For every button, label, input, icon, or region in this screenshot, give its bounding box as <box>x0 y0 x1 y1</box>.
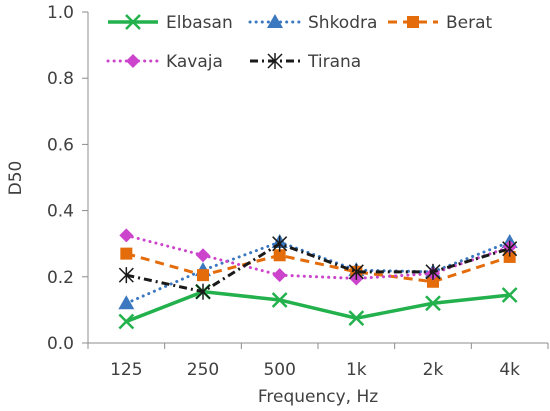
legend-item-kavaja: Kavaja <box>106 52 223 72</box>
legend-label-berat: Berat <box>446 13 493 33</box>
legend-label-tirana: Tirana <box>307 52 361 72</box>
series-elbasan <box>118 283 518 330</box>
data-point-berat <box>503 250 516 263</box>
series-line-berat <box>125 252 511 284</box>
series-layer <box>118 228 518 330</box>
legend-marker-kavaja <box>126 54 140 68</box>
data-point-berat <box>120 247 133 260</box>
data-point-kavaja <box>119 228 134 243</box>
data-point-elbasan <box>271 292 288 308</box>
y-tick-label: 1.0 <box>47 3 74 23</box>
legend-marker-elbasan <box>125 14 141 30</box>
x-tick-label: 2k <box>423 360 444 380</box>
data-point-elbasan <box>425 295 441 312</box>
series-line-tirana <box>126 242 511 294</box>
data-point-berat <box>197 269 209 282</box>
x-tick-label: 125 <box>110 360 142 380</box>
data-point-kavaja <box>272 268 287 283</box>
data-point-shkodra <box>118 295 135 310</box>
legend-item-tirana: Tirana <box>250 52 361 72</box>
data-point-elbasan <box>501 287 518 303</box>
legend-item-berat: Berat <box>388 13 493 33</box>
y-tick-label: 0.6 <box>47 135 74 155</box>
legend-marker-shkodra <box>267 14 283 28</box>
legend-marker-berat <box>407 16 419 28</box>
series-line-kavaja <box>124 233 512 280</box>
data-point-tirana <box>425 263 441 280</box>
data-point-elbasan <box>348 310 365 327</box>
y-tick-label: 0.4 <box>47 202 74 222</box>
series-line-elbasan <box>125 289 510 324</box>
data-point-berat <box>427 275 439 288</box>
y-axis-title: D50 <box>6 161 26 196</box>
x-axis-title: Frequency, Hz <box>258 387 378 407</box>
legend-marker-tirana <box>267 53 283 69</box>
legend-item-shkodra: Shkodra <box>248 13 377 33</box>
data-point-tirana <box>348 263 364 280</box>
legend-label-shkodra: Shkodra <box>308 13 377 33</box>
data-point-kavaja <box>196 248 210 263</box>
y-tick-label: 0.0 <box>47 334 74 354</box>
x-tick-label: 4k <box>499 360 520 380</box>
x-tick-label: 1k <box>346 360 367 380</box>
data-point-elbasan <box>118 313 135 330</box>
x-tick-label: 250 <box>187 360 219 380</box>
series-shkodra <box>118 234 518 310</box>
series-line-shkodra <box>124 240 512 305</box>
y-tick-label: 0.8 <box>47 69 74 89</box>
legend-label-kavaja: Kavaja <box>166 52 223 72</box>
axes: 0.0 0.2 0.4 0.6 0.8 1.0 125 250 500 1k 2k 4k <box>47 3 549 380</box>
legend-label-elbasan: Elbasan <box>166 13 233 33</box>
series-tirana <box>118 235 518 300</box>
y-tick-label: 0.2 <box>47 268 74 288</box>
legend-item-elbasan: Elbasan <box>108 13 233 33</box>
data-point-tirana <box>118 267 134 284</box>
x-tick-label: 500 <box>263 360 295 380</box>
series-berat <box>120 247 516 288</box>
legend: Elbasan Shkodra Berat Kavaja Tirana <box>106 13 493 72</box>
data-point-berat <box>273 249 286 262</box>
data-point-tirana <box>272 235 288 252</box>
data-point-tirana <box>502 240 518 257</box>
data-point-tirana <box>195 283 211 300</box>
